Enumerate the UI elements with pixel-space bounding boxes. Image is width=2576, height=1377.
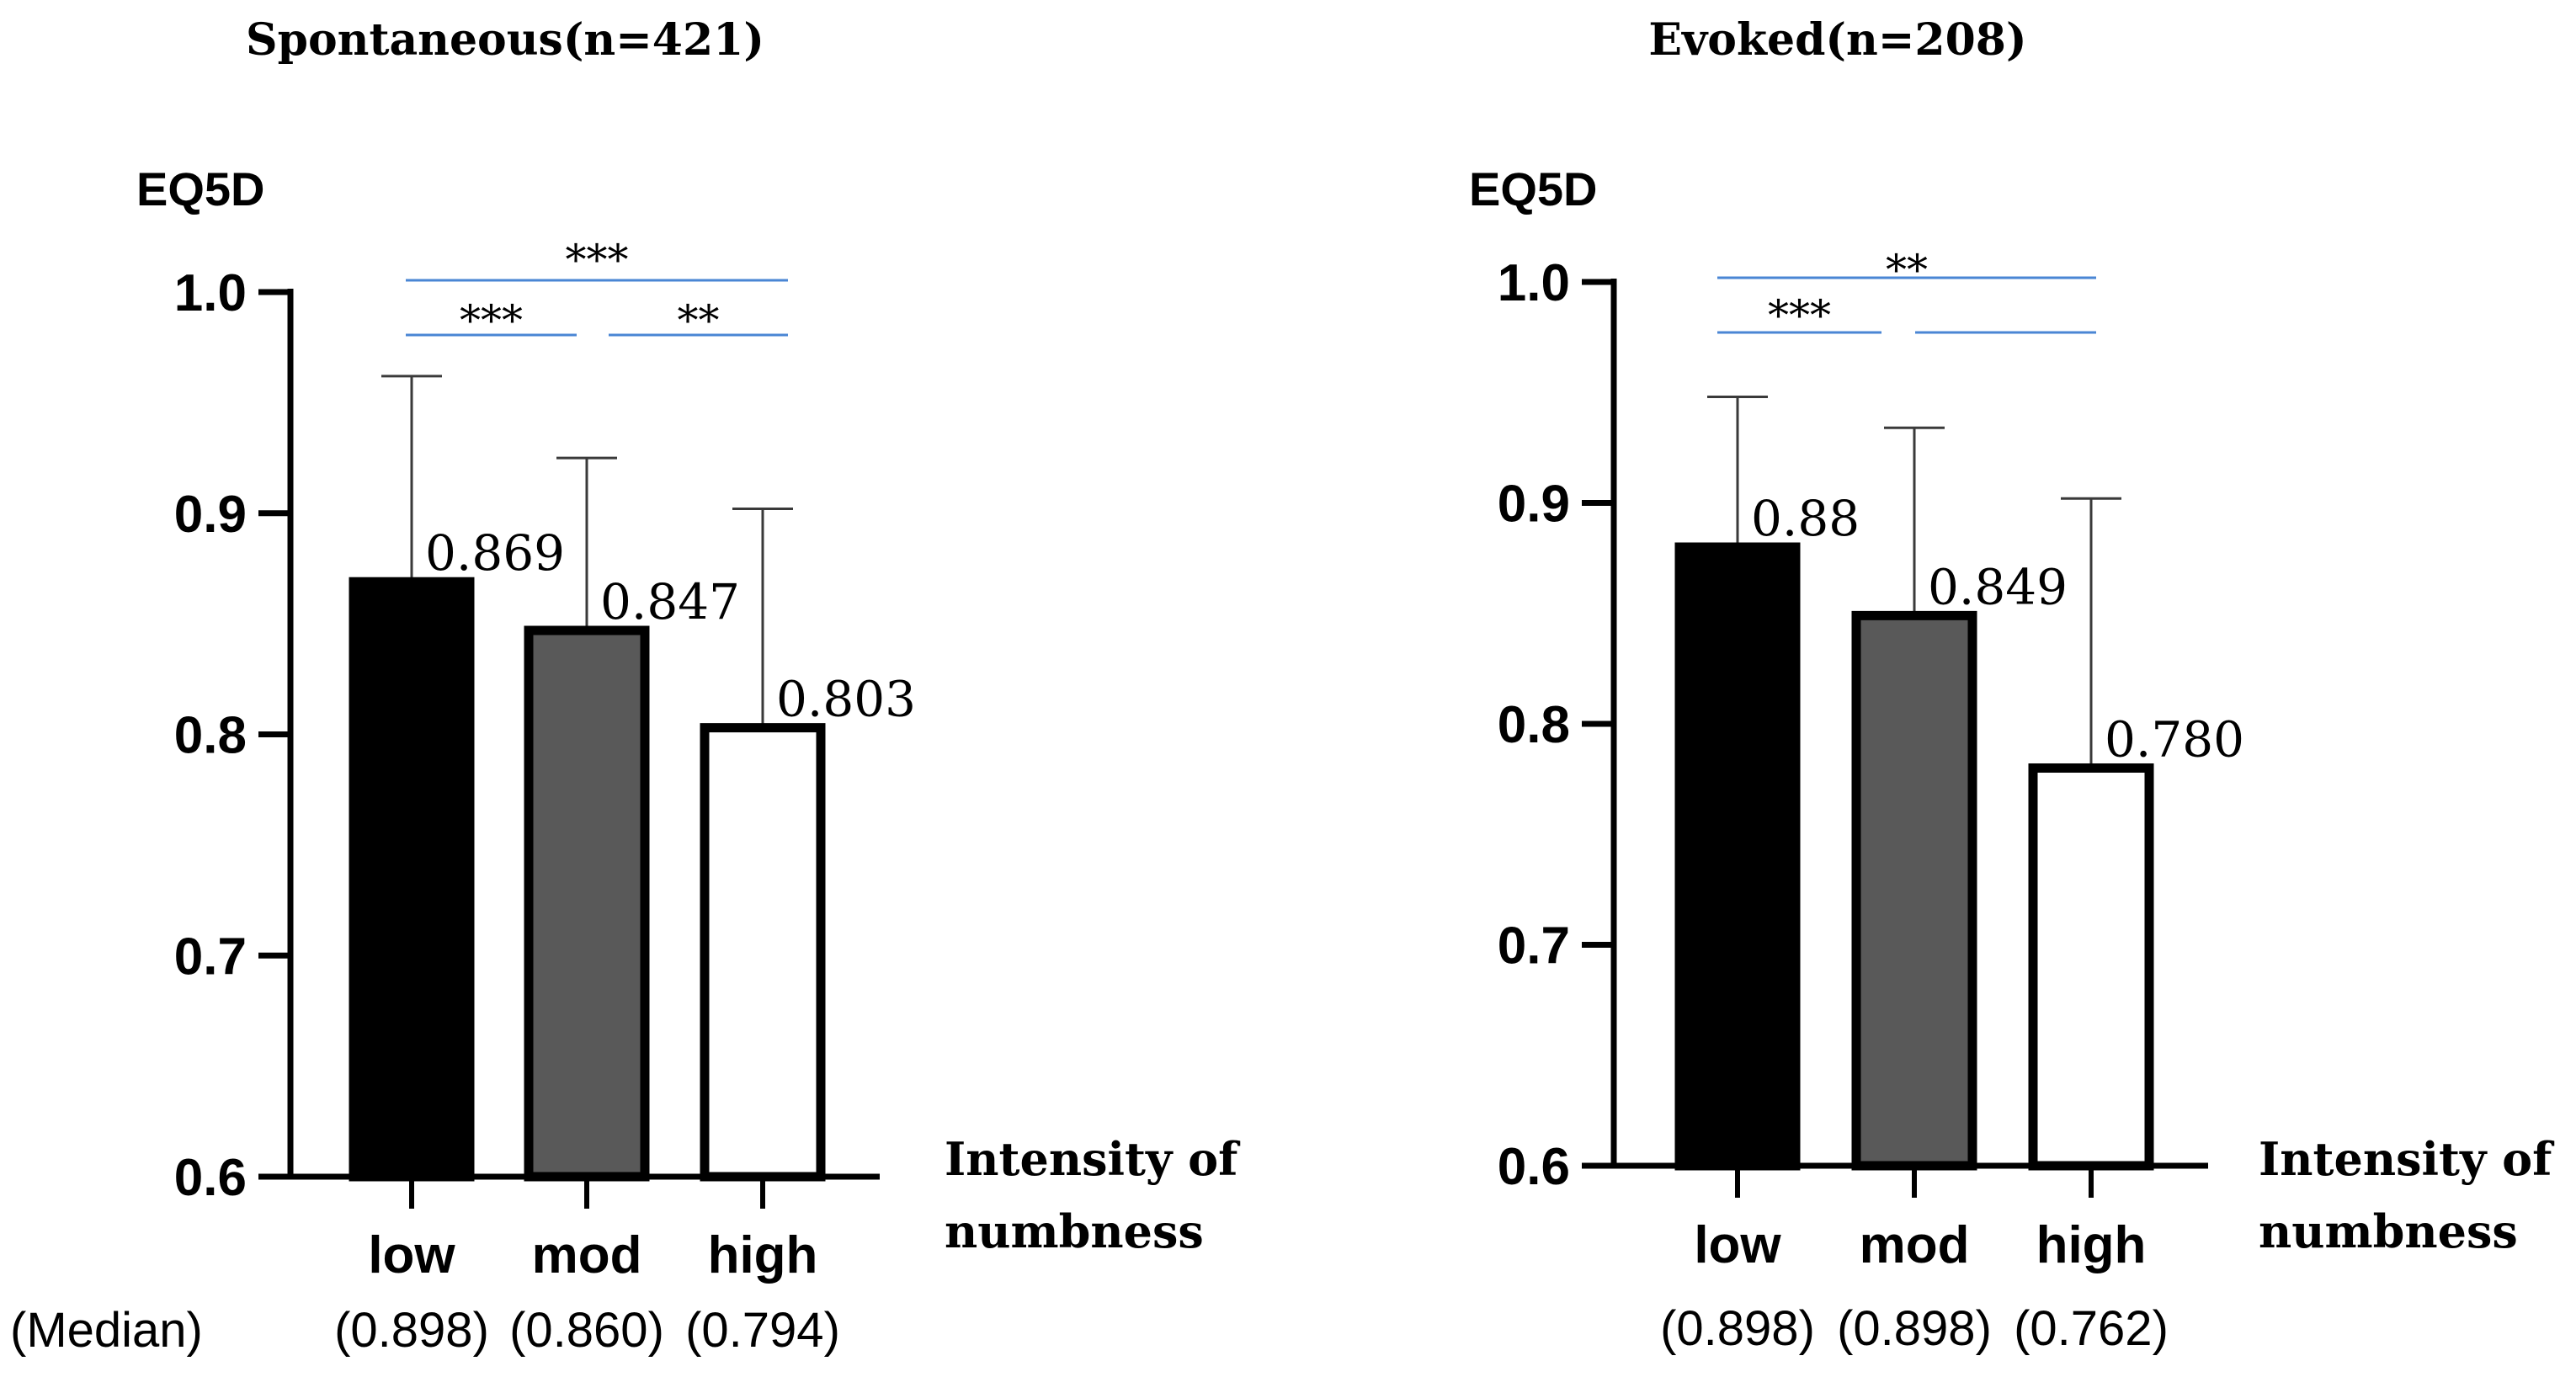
bar-high xyxy=(2028,763,2154,1171)
y-tick-label: 1.0 xyxy=(1498,254,1570,312)
chart-title: Spontaneous(n=421) xyxy=(246,14,764,66)
bar-low xyxy=(1674,542,1801,1171)
value-label: 0.849 xyxy=(1928,558,2068,615)
y-tick-label: 0.7 xyxy=(174,928,247,986)
y-tick-label: 0.6 xyxy=(174,1149,247,1207)
y-tick-label: 0.8 xyxy=(1498,696,1570,754)
category-label: high xyxy=(708,1226,818,1284)
x-axis-label: Intensity of xyxy=(945,1132,1241,1186)
significance-stars: *** xyxy=(566,236,629,284)
y-tick-label: 0.8 xyxy=(174,707,247,765)
bar-low xyxy=(349,577,475,1182)
category-label: high xyxy=(2036,1216,2147,1274)
x-axis-label: Intensity of xyxy=(2259,1132,2555,1186)
value-label: 0.780 xyxy=(2105,711,2244,768)
category-label: low xyxy=(1694,1216,1781,1274)
category-label: low xyxy=(368,1226,455,1284)
value-label: 0.803 xyxy=(776,671,916,728)
median-value: (0.898) xyxy=(1660,1301,1815,1356)
significance-stars: ** xyxy=(1886,246,1928,295)
median-value: (0.898) xyxy=(334,1303,489,1358)
median-value: (0.794) xyxy=(685,1303,840,1358)
median-value: (0.898) xyxy=(1837,1301,1992,1356)
x-axis-label: numbness xyxy=(2259,1204,2518,1258)
median-value: (0.762) xyxy=(2014,1301,2169,1356)
y-tick-label: 1.0 xyxy=(174,264,247,322)
bar-mod xyxy=(1851,610,1977,1171)
category-label: mod xyxy=(1860,1216,1970,1274)
y-axis-label: EQ5D xyxy=(136,162,265,215)
value-label: 0.847 xyxy=(600,573,740,630)
significance-stars: *** xyxy=(460,296,523,345)
median-row-label: (Median) xyxy=(10,1303,203,1358)
bar-high xyxy=(700,723,826,1182)
value-label: 0.869 xyxy=(425,524,565,582)
y-tick-label: 0.9 xyxy=(174,486,247,544)
chart-title: Evoked(n=208) xyxy=(1648,14,2026,66)
bar-mod xyxy=(524,625,650,1182)
median-value: (0.860) xyxy=(509,1303,664,1358)
significance-stars: ** xyxy=(678,296,720,345)
significance-stars: *** xyxy=(1768,291,1831,340)
y-tick-label: 0.9 xyxy=(1498,476,1570,534)
y-tick-label: 0.6 xyxy=(1498,1138,1570,1196)
value-label: 0.88 xyxy=(1751,490,1860,547)
y-tick-label: 0.7 xyxy=(1498,917,1570,976)
category-label: mod xyxy=(532,1226,642,1284)
x-axis-label: numbness xyxy=(945,1204,1204,1258)
y-axis-label: EQ5D xyxy=(1469,162,1598,215)
